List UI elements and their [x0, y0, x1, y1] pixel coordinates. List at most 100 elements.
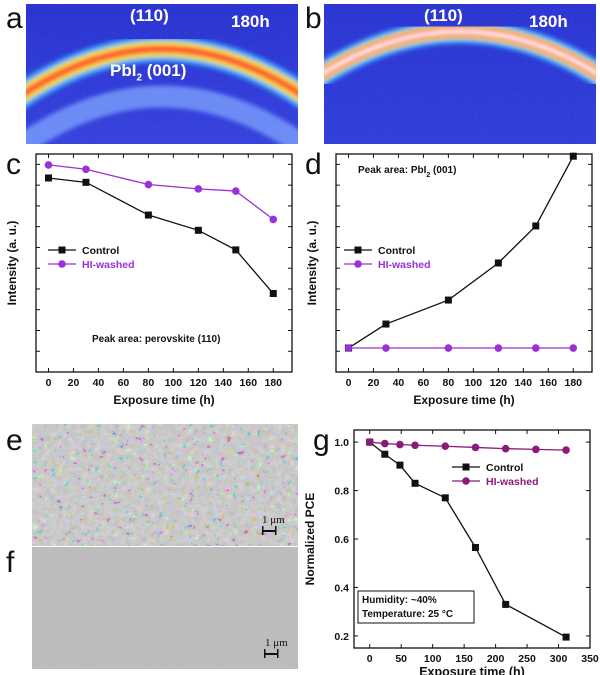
data-point: [144, 211, 152, 219]
series-line: [48, 177, 274, 294]
series-hi-washed: [344, 344, 578, 352]
legend: Control HI-washed: [452, 462, 539, 488]
annotation-frame: [357, 590, 475, 624]
series-control: [44, 174, 277, 298]
peak-label-b: (110): [424, 6, 463, 25]
data-point: [232, 246, 240, 254]
x-axis-label: Exposure time (h): [113, 393, 214, 407]
x-tick-label: 80: [143, 377, 155, 389]
peak-label-a: (110): [130, 6, 169, 25]
series-line: [348, 155, 574, 349]
x-tick-label: 100: [165, 377, 183, 389]
sem-image-f: 1 μm: [32, 547, 298, 669]
data-point: [562, 633, 570, 641]
series-line: [48, 164, 274, 220]
data-point: [194, 185, 203, 193]
plot-frame: [35, 153, 293, 373]
annotation-line: Temperature: 25 °C: [362, 609, 453, 620]
data-point: [232, 187, 240, 195]
data-point: [411, 441, 419, 450]
x-tick-label: 300: [550, 653, 568, 665]
data-point: [494, 344, 503, 352]
xrd-image-a: [26, 4, 298, 144]
data-point: [471, 543, 479, 551]
data-point: [532, 344, 540, 352]
legend: Control HI-washed: [344, 245, 431, 271]
annotation-box: Humidity: ~40% Temperature: 25 °C: [357, 590, 475, 624]
data-point: [444, 296, 452, 304]
x-tick-label: 50: [395, 653, 407, 665]
pbi2-text: PbI: [110, 61, 137, 80]
data-point: [562, 446, 570, 454]
y-tick-label: 0.8: [334, 486, 349, 498]
legend-label: Control: [378, 245, 415, 257]
annotation-line: Humidity: ~40%: [362, 595, 437, 606]
panel-letter-d: d: [305, 148, 322, 181]
x-tick-label: 0: [346, 377, 352, 389]
data-point: [82, 178, 90, 186]
x-tick-label: 80: [443, 377, 455, 389]
legend-label: HI-washed: [486, 476, 539, 488]
data-point: [382, 344, 390, 352]
data-point: [269, 215, 278, 224]
x-tick-label: 160: [540, 377, 558, 389]
y-tick-label: 1.0: [334, 437, 349, 449]
x-tick-label: 150: [455, 653, 473, 665]
legend-marker: [354, 260, 362, 268]
x-tick-label: 60: [418, 377, 430, 389]
scale-bar-e: [262, 526, 277, 535]
data-point: [194, 226, 202, 234]
x-tick-label: 100: [465, 377, 483, 389]
series-hi-washed: [365, 438, 570, 454]
legend-label: HI-washed: [82, 259, 135, 271]
scale-bar-f: [264, 649, 279, 658]
legend-label: Control: [486, 462, 523, 474]
y-axis-label: Intensity (a. u.): [305, 221, 319, 306]
x-tick-label: 120: [190, 377, 208, 389]
data-point: [144, 180, 153, 189]
data-point: [44, 174, 52, 182]
x-tick-label: 180: [565, 377, 583, 389]
sem-texture-e: [32, 424, 298, 546]
x-tick-label: 250: [518, 653, 536, 665]
x-axis-label: Exposure time (h): [413, 393, 514, 407]
pbi2-label-a: PbI2 (001): [110, 61, 186, 83]
scale-label-f: 1 μm: [265, 637, 288, 649]
data-point: [569, 152, 577, 160]
y-tick-label: 0.4: [334, 582, 349, 594]
panel-letter-g: g: [313, 424, 330, 457]
x-tick-label: 60: [118, 377, 130, 389]
x-tick-label: 0: [46, 377, 52, 389]
x-tick-label: 180: [265, 377, 283, 389]
panel-letter-b: b: [305, 2, 322, 35]
legend-label: Control: [82, 245, 119, 257]
chart-c: 0 20 40 60 80 100 120 140 160 180 Exposure time (h…: [5, 153, 293, 407]
legend-marker: [462, 477, 470, 485]
legend-marker: [354, 246, 362, 254]
pbi2-subscript: 2: [136, 72, 143, 84]
data-point: [441, 494, 449, 502]
xrd-image-b: [324, 4, 596, 144]
panel-letter-c: c: [6, 148, 21, 181]
x-tick-label: 20: [68, 377, 80, 389]
data-point: [532, 445, 540, 454]
panel-letter-f: f: [6, 546, 15, 579]
time-label-a: 180h: [231, 12, 270, 31]
legend-marker: [58, 246, 66, 254]
sem-image-e: 1 μm: [32, 424, 298, 546]
data-point: [396, 461, 404, 469]
x-tick-label: 120: [490, 377, 508, 389]
data-point: [569, 344, 578, 352]
x-tick-label: 140: [515, 377, 533, 389]
annotation: Peak area: perovskite (110): [92, 334, 220, 345]
x-tick-label: 20: [368, 377, 380, 389]
xrd-pattern-a: (110) 180h PbI2 (001): [26, 4, 298, 144]
time-label-b: 180h: [529, 12, 568, 31]
pbi2-suffix: (001): [142, 61, 187, 80]
x-tick-label: 40: [93, 377, 105, 389]
data-point: [444, 344, 453, 352]
data-point: [365, 438, 374, 446]
legend-marker: [58, 260, 66, 268]
data-point: [382, 320, 390, 328]
panel-letter-e: e: [6, 424, 23, 457]
